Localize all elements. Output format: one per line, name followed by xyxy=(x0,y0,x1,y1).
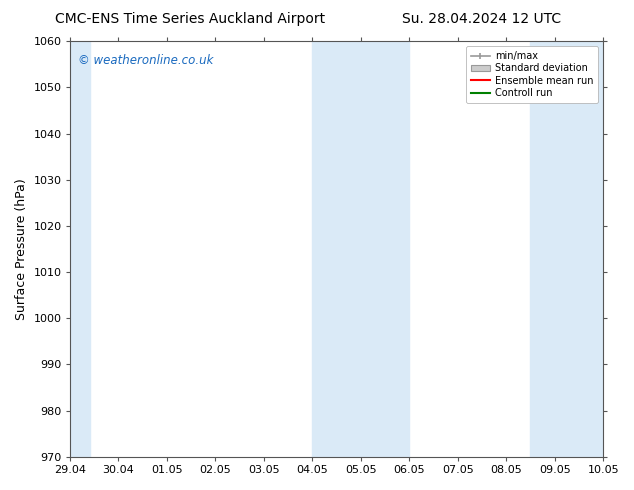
Text: Su. 28.04.2024 12 UTC: Su. 28.04.2024 12 UTC xyxy=(403,12,561,26)
Bar xyxy=(531,41,603,457)
Legend: min/max, Standard deviation, Ensemble mean run, Controll run: min/max, Standard deviation, Ensemble me… xyxy=(466,46,598,103)
Text: CMC-ENS Time Series Auckland Airport: CMC-ENS Time Series Auckland Airport xyxy=(55,12,325,26)
Bar xyxy=(70,41,91,457)
Text: © weatheronline.co.uk: © weatheronline.co.uk xyxy=(78,54,214,67)
Bar xyxy=(313,41,410,457)
Y-axis label: Surface Pressure (hPa): Surface Pressure (hPa) xyxy=(15,178,28,320)
